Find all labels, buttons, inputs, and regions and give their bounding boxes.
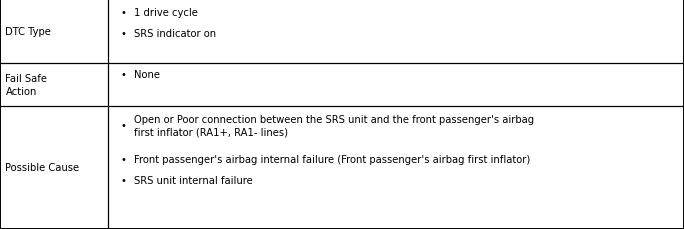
Text: •: • [120,155,126,165]
Text: Possible Cause: Possible Cause [5,163,79,173]
Text: SRS unit internal failure: SRS unit internal failure [134,176,253,185]
Text: Front passenger's airbag internal failure (Front passenger's airbag first inflat: Front passenger's airbag internal failur… [134,155,530,165]
Text: DTC Type: DTC Type [5,27,51,37]
Text: Fail Safe
Action: Fail Safe Action [5,74,47,96]
Text: •: • [120,8,126,18]
Text: None: None [134,70,160,80]
Text: 1 drive cycle: 1 drive cycle [134,8,198,18]
Text: Open or Poor connection between the SRS unit and the front passenger's airbag
fi: Open or Poor connection between the SRS … [134,114,534,137]
Text: •: • [120,29,126,39]
Text: •: • [120,176,126,185]
Text: •: • [120,120,126,131]
Text: •: • [120,70,126,80]
Text: SRS indicator on: SRS indicator on [134,29,216,39]
